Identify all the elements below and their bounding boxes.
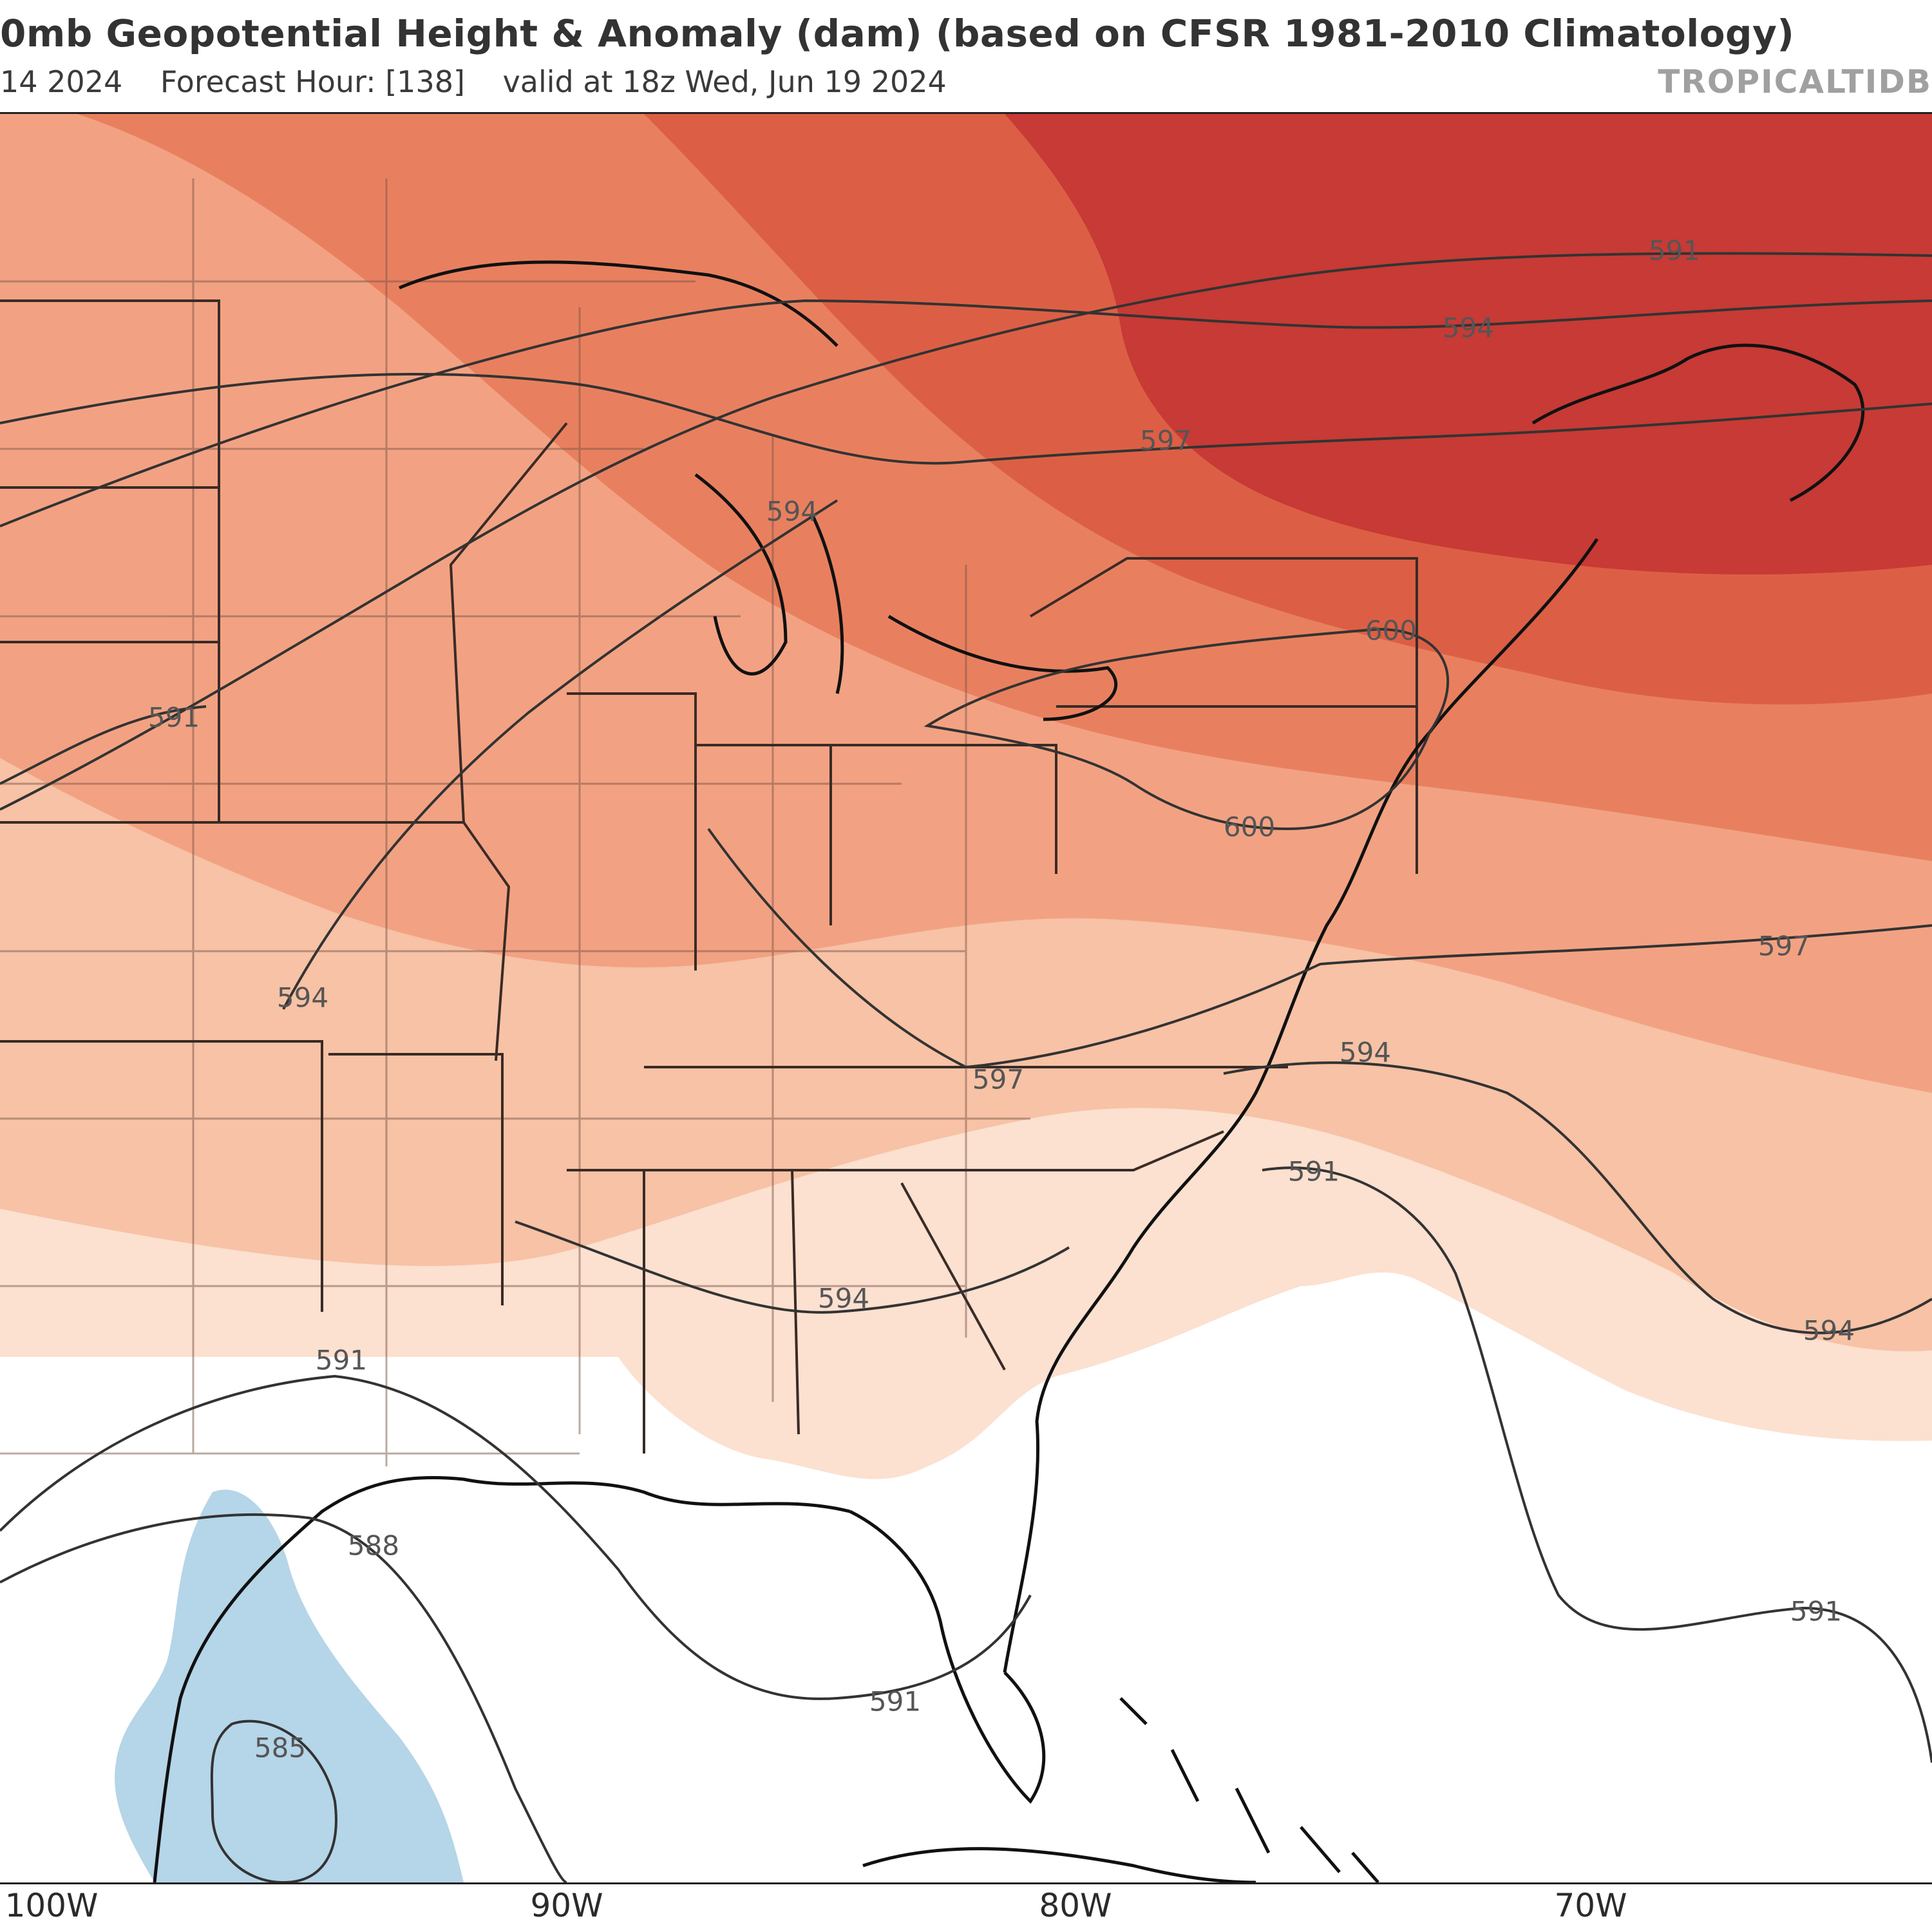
contour-label: 591 bbox=[1288, 1156, 1340, 1188]
longitude-label-100w: 100W bbox=[5, 1887, 99, 1924]
contour-label: 594 bbox=[1803, 1315, 1855, 1347]
contour-label: 591 bbox=[869, 1686, 921, 1718]
contour-585 bbox=[210, 1719, 337, 1882]
contour-labels: 591 594 597 594 600 600 591 594 597 594 … bbox=[148, 235, 1855, 1764]
gulf-coast bbox=[153, 1475, 851, 1882]
contour-label: 594 bbox=[766, 496, 818, 527]
anomaly-band-6 bbox=[1005, 114, 1932, 574]
cuba bbox=[862, 1847, 1256, 1882]
longitude-label-70w: 70W bbox=[1554, 1887, 1627, 1924]
contour-label: 594 bbox=[1443, 312, 1494, 344]
florida-peninsula bbox=[849, 1510, 1046, 1804]
forecast-hour: Forecast Hour: [138] bbox=[160, 64, 465, 99]
contour-label: 600 bbox=[1365, 615, 1417, 647]
anomaly-negative-area bbox=[115, 1490, 464, 1882]
bahamas bbox=[1119, 1697, 1379, 1882]
credit-watermark: TROPICALTIDB bbox=[1658, 63, 1932, 100]
contour-label: 591 bbox=[1790, 1596, 1842, 1627]
longitude-label-80w: 80W bbox=[1039, 1887, 1112, 1924]
lake-superior bbox=[399, 260, 838, 347]
contour-591-north bbox=[0, 252, 1932, 811]
map-canvas: 591 594 597 594 600 600 591 594 597 594 … bbox=[0, 114, 1932, 1882]
height-contours bbox=[0, 252, 1932, 1882]
init-date: 14 2024 bbox=[0, 64, 123, 99]
state-boundaries bbox=[0, 299, 1418, 1454]
contour-label: 597 bbox=[1758, 931, 1810, 962]
contour-label: 591 bbox=[1649, 235, 1700, 267]
contour-label: 600 bbox=[1224, 811, 1275, 843]
contour-label: 594 bbox=[1340, 1037, 1391, 1068]
contour-591-gulf bbox=[0, 1374, 1032, 1700]
canadian-maritimes bbox=[1531, 343, 1865, 502]
contour-594-east bbox=[1223, 1061, 1932, 1334]
contour-591-east bbox=[1262, 1166, 1932, 1763]
valid-time: valid at 18z Wed, Jun 19 2024 bbox=[502, 64, 947, 99]
contour-594-north bbox=[0, 299, 1932, 527]
contour-594-southeast bbox=[515, 1220, 1070, 1314]
contour-591-west bbox=[0, 705, 207, 785]
contour-594-west bbox=[282, 499, 838, 1010]
contour-588 bbox=[0, 1513, 567, 1882]
contour-label: 591 bbox=[148, 702, 200, 734]
contour-label: 591 bbox=[316, 1345, 367, 1376]
map-panel[interactable]: 591 594 597 594 600 600 591 594 597 594 … bbox=[0, 112, 1932, 1884]
contour-label: 594 bbox=[277, 982, 328, 1014]
contour-600-center bbox=[923, 627, 1450, 831]
contour-label: 585 bbox=[254, 1732, 306, 1764]
contour-label: 594 bbox=[818, 1283, 869, 1314]
contour-label: 588 bbox=[348, 1530, 399, 1562]
contour-label: 597 bbox=[972, 1064, 1024, 1095]
contour-597-center bbox=[707, 828, 1932, 1069]
contour-label: 597 bbox=[1140, 425, 1191, 457]
great-lakes bbox=[694, 473, 1118, 721]
map-title: 0mb Geopotential Height & Anomaly (dam) … bbox=[0, 12, 1795, 55]
longitude-label-90w: 90W bbox=[530, 1887, 603, 1924]
contour-597-north bbox=[0, 372, 1932, 465]
map-subtitle: 14 2024 Forecast Hour: [138] valid at 18… bbox=[0, 64, 975, 99]
